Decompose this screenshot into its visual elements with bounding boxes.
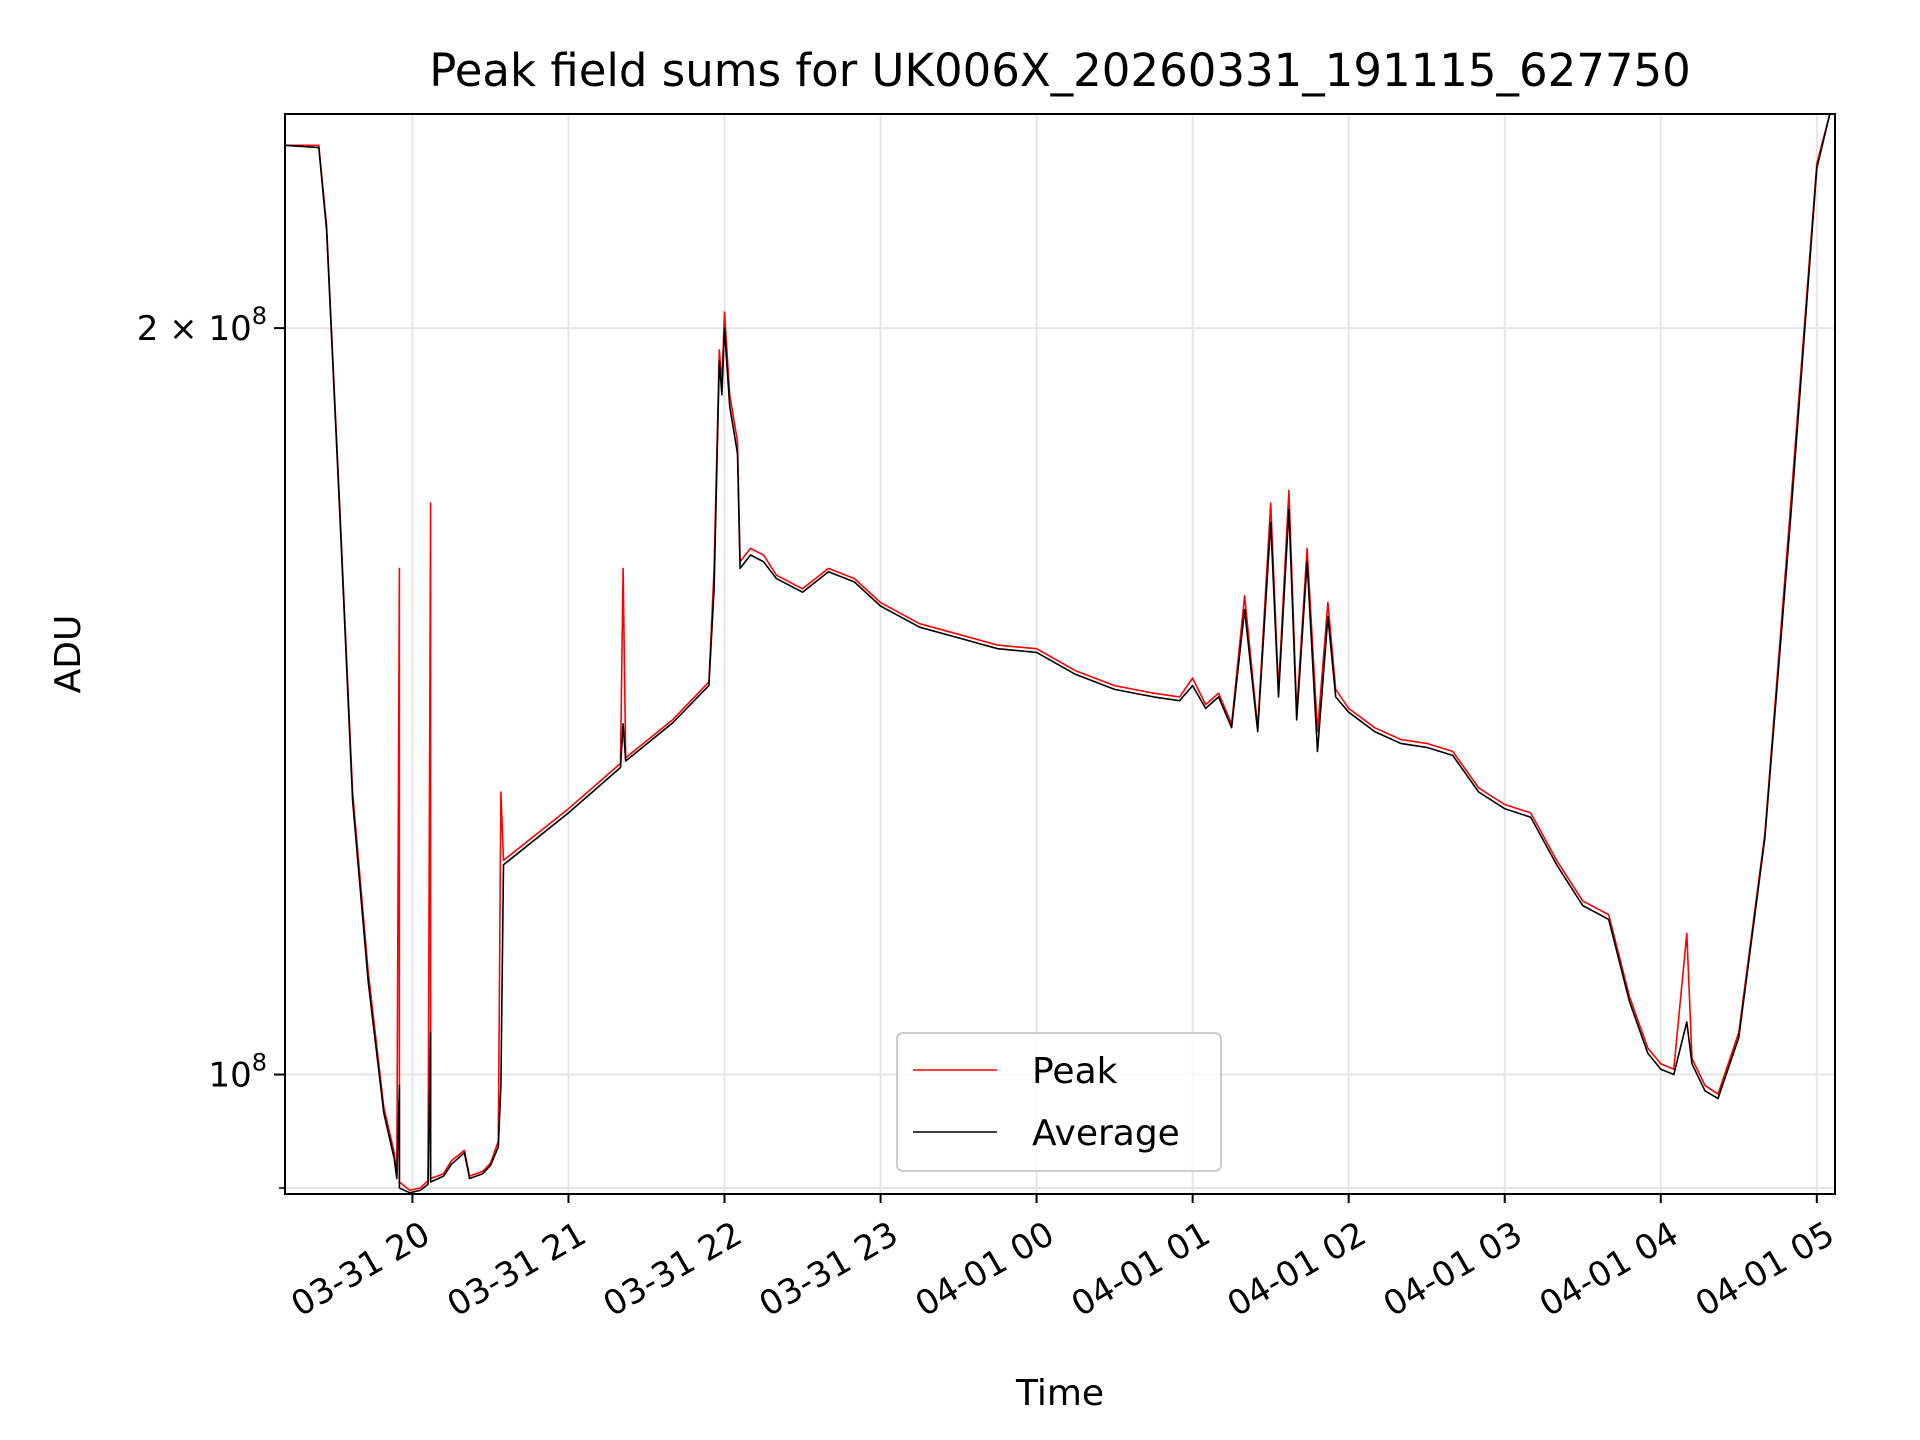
y-tick-label: 108 xyxy=(208,1049,267,1096)
legend: Peak Average xyxy=(896,1032,1222,1172)
legend-box xyxy=(896,1032,1222,1172)
series-layer xyxy=(284,113,1831,1194)
y-tick-label: 2 × 108 xyxy=(137,302,267,349)
chart-title: Peak field sums for UK006X_20260331_1911… xyxy=(429,44,1691,97)
series-line-average xyxy=(284,113,1831,1194)
x-axis-label: Time xyxy=(1015,1373,1104,1414)
legend-label-average: Average xyxy=(1032,1113,1180,1154)
grid-layer xyxy=(285,114,1835,1194)
plot-frame xyxy=(284,113,1836,1195)
legend-label-peak: Peak xyxy=(1032,1051,1118,1092)
y-axis-label: ADU xyxy=(48,615,89,694)
y-axis-ticks: 108 2 × 108 xyxy=(137,302,285,1189)
